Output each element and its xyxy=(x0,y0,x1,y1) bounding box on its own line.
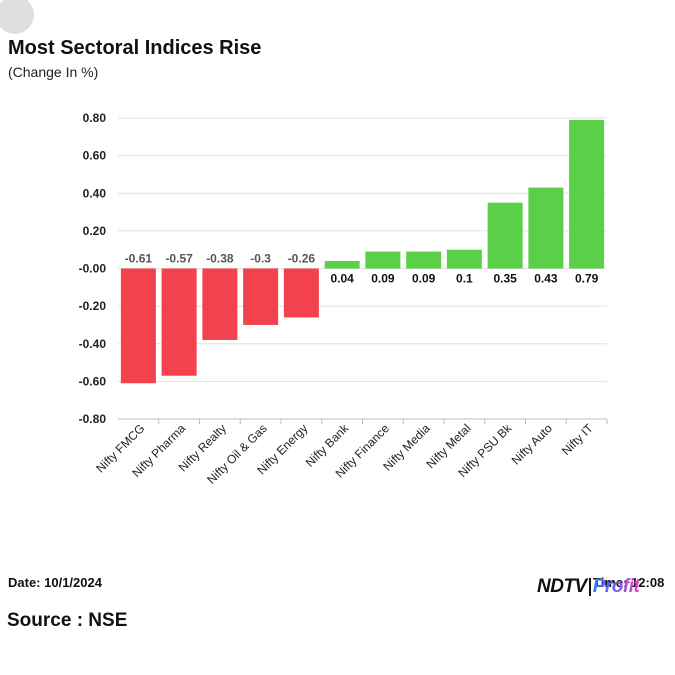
y-tick-label: -0.60 xyxy=(79,374,107,388)
bar-nifty-it xyxy=(569,119,605,269)
y-tick-label: -0.20 xyxy=(79,299,107,313)
y-tick-label: -0.40 xyxy=(79,337,107,351)
y-tick-label: 0.60 xyxy=(83,149,107,163)
logo-text-main: NDTV xyxy=(537,576,587,597)
x-tick-label: Nifty IT xyxy=(559,421,596,458)
data-label: -0.3 xyxy=(250,252,271,266)
data-label: 0.35 xyxy=(493,272,517,286)
bar-nifty-oil-gas xyxy=(243,268,279,325)
source-label: Source : NSE xyxy=(7,610,128,631)
logo-text-accent: Profit xyxy=(592,576,640,597)
data-label: -0.38 xyxy=(206,252,234,266)
y-tick-label: 0.40 xyxy=(83,186,107,200)
chart-subtitle: (Change In %) xyxy=(8,64,99,80)
y-tick-label: -0.80 xyxy=(79,412,107,426)
bar-nifty-pharma xyxy=(161,268,197,376)
bar-nifty-fmcg xyxy=(120,268,156,384)
data-label: -0.61 xyxy=(125,252,153,266)
bar-nifty-bank xyxy=(324,260,360,269)
corner-decoration xyxy=(0,0,34,34)
bar-nifty-metal xyxy=(446,249,482,269)
data-label: 0.79 xyxy=(575,272,599,286)
data-label: 0.1 xyxy=(456,272,473,286)
x-tick-label: Nifty Auto xyxy=(509,421,555,467)
chart-title: Most Sectoral Indices Rise xyxy=(8,37,262,59)
y-tick-label: -0.00 xyxy=(79,262,107,276)
bar-nifty-energy xyxy=(283,268,319,318)
logo-divider xyxy=(588,578,591,596)
bar-chart: 0.80 0.60 0.40 0.20 -0.00 -0.20 -0.40 -0.60 -0.8… xyxy=(79,111,608,487)
data-label: 0.43 xyxy=(534,272,558,286)
y-tick-label: 0.80 xyxy=(83,111,107,125)
bar-nifty-auto xyxy=(528,187,564,269)
data-label: 0.04 xyxy=(330,272,354,286)
ndtv-profit-logo: NDTV Profit xyxy=(537,576,640,598)
bar-nifty-finance xyxy=(365,251,401,269)
y-tick-label: 0.20 xyxy=(83,224,107,238)
date-label: Date: 10/1/2024 xyxy=(8,575,102,590)
data-label: 0.09 xyxy=(371,272,395,286)
data-label: -0.26 xyxy=(288,252,316,266)
bar-nifty-realty xyxy=(202,268,238,340)
data-label: 0.09 xyxy=(412,272,436,286)
time-label: Time: 12:08 xyxy=(593,575,665,590)
data-label: -0.57 xyxy=(165,252,193,266)
bar-nifty-media xyxy=(406,251,442,269)
bar-nifty-psu-bk xyxy=(487,202,523,269)
